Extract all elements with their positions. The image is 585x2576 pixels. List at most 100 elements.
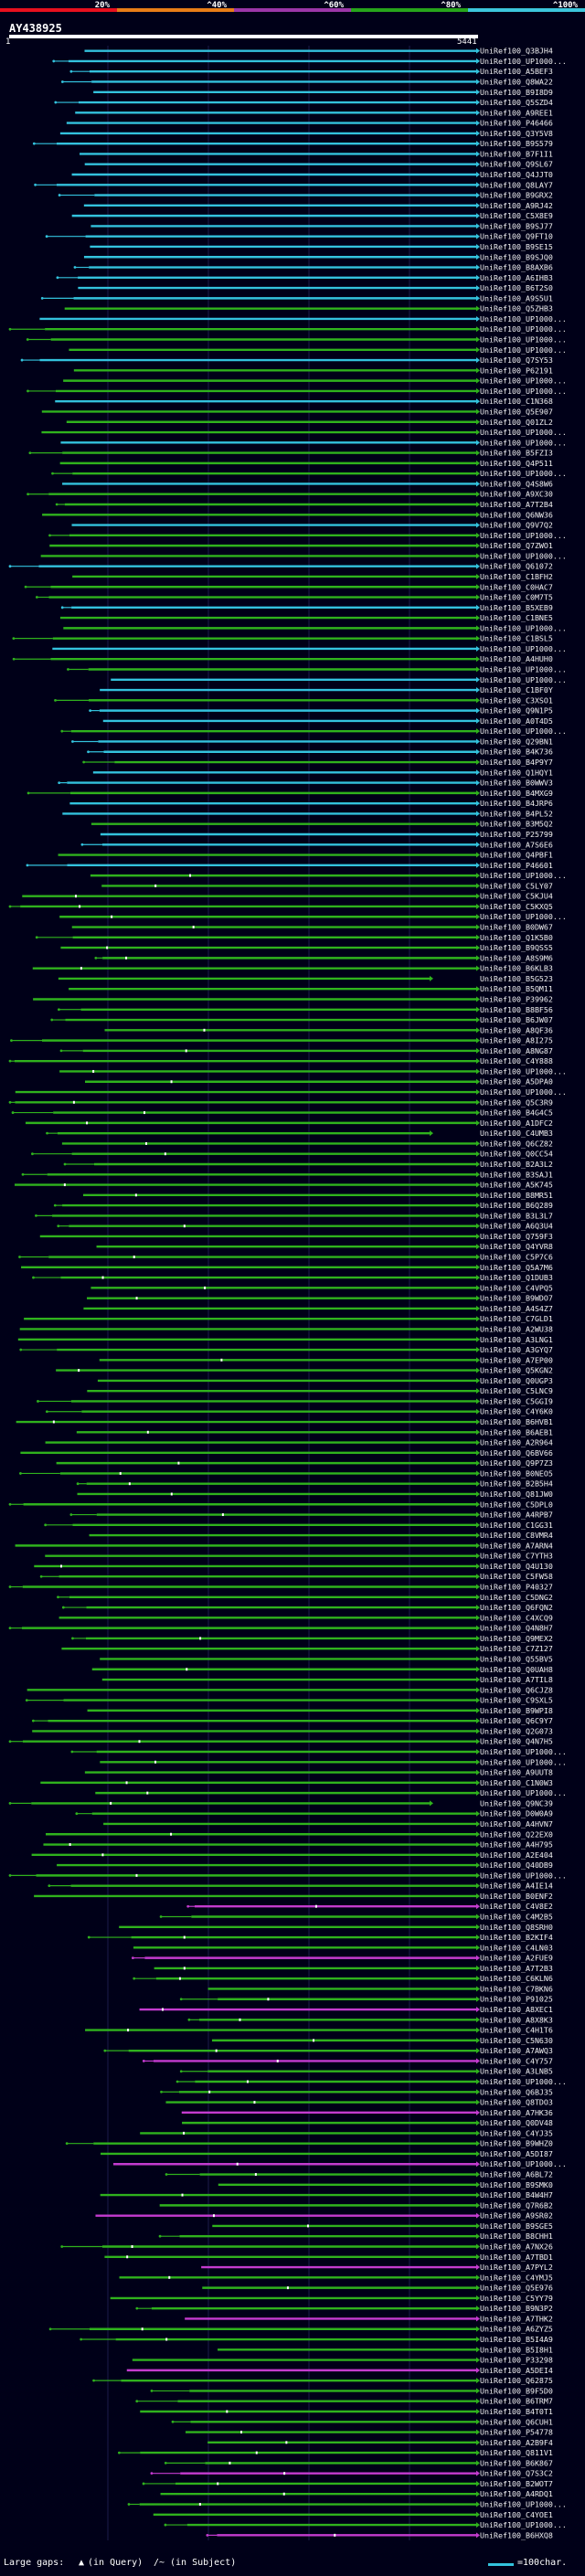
hit-label[interactable]: UniRef100_A7THK2 <box>480 2314 553 2323</box>
hit-label[interactable]: UniRef100_B4K736 <box>480 747 553 757</box>
hit-label[interactable]: UniRef100_B6T2S0 <box>480 283 553 292</box>
hit-label[interactable]: UniRef100_Q0DV48 <box>480 2118 553 2127</box>
hit-label[interactable]: UniRef100_Q6CZ82 <box>480 1139 553 1148</box>
hit-label[interactable]: UniRef100_A2B9F4 <box>480 2438 553 2447</box>
hit-label[interactable]: UniRef100_UP1000... <box>480 623 567 632</box>
hit-label[interactable]: UniRef100_Q759F3 <box>480 1232 553 1241</box>
hit-label[interactable]: UniRef100_A7EP00 <box>480 1355 553 1364</box>
hit-label[interactable]: UniRef100_A1DFC2 <box>480 1118 553 1128</box>
hit-label[interactable]: UniRef100_A9S5U1 <box>480 293 553 302</box>
hit-label[interactable]: UniRef100_Q8LAY7 <box>480 180 553 189</box>
hit-label[interactable]: UniRef100_Q7R6B2 <box>480 2200 553 2210</box>
hit-label[interactable]: UniRef100_B7F1I1 <box>480 149 553 158</box>
hit-label[interactable]: UniRef100_B2A3L2 <box>480 1160 553 1169</box>
hit-label[interactable]: UniRef100_UP1000... <box>480 2077 567 2086</box>
hit-label[interactable]: UniRef100_C5P7C6 <box>480 1253 553 1262</box>
hit-label[interactable]: UniRef100_A5DPA0 <box>480 1077 553 1087</box>
hit-label[interactable]: UniRef100_C5FW58 <box>480 1572 553 1581</box>
hit-label[interactable]: UniRef100_A4HVN7 <box>480 1819 553 1829</box>
hit-label[interactable]: UniRef100_B2B5H4 <box>480 1479 553 1489</box>
hit-label[interactable]: UniRef100_C6KLN6 <box>480 1974 553 1983</box>
hit-label[interactable]: UniRef100_Q4U130 <box>480 1562 553 1571</box>
hit-label[interactable]: UniRef100_B9SE15 <box>480 242 553 251</box>
hit-label[interactable]: UniRef100_C7GLD1 <box>480 1314 553 1323</box>
hit-label[interactable]: UniRef100_UP1000... <box>480 531 567 540</box>
hit-label[interactable]: UniRef100_Q6BJ35 <box>480 2087 553 2096</box>
hit-label[interactable]: UniRef100_B8CHH1 <box>480 2231 553 2241</box>
hit-label[interactable]: UniRef100_B9SJ77 <box>480 221 553 230</box>
hit-label[interactable]: UniRef100_UP1000... <box>480 1747 567 1756</box>
hit-label[interactable]: UniRef100_A7ARN4 <box>480 1541 553 1550</box>
hit-label[interactable]: UniRef100_A4RPB7 <box>480 1511 553 1520</box>
hit-label[interactable]: UniRef100_B0DW67 <box>480 923 553 932</box>
hit-label[interactable]: UniRef100_Q5C3R9 <box>480 1097 553 1107</box>
hit-label[interactable]: UniRef100_Q5A7M6 <box>480 1263 553 1272</box>
hit-label[interactable]: UniRef100_Q9SL67 <box>480 160 553 169</box>
hit-label[interactable]: UniRef100_Q7ZWO1 <box>480 541 553 550</box>
hit-label[interactable]: UniRef100_A0T4D5 <box>480 716 553 726</box>
hit-label[interactable]: UniRef100_Q5SZD4 <box>480 98 553 107</box>
hit-label[interactable]: UniRef100_A4S4Z7 <box>480 1304 553 1313</box>
hit-label[interactable]: UniRef100_Q4N7H5 <box>480 1737 553 1746</box>
hit-label[interactable]: UniRef100_UP1000... <box>480 1757 567 1766</box>
hit-label[interactable]: UniRef100_Q1K5B0 <box>480 933 553 942</box>
hit-label[interactable]: UniRef100_UP1000... <box>480 2159 567 2168</box>
hit-label[interactable]: UniRef100_C9SXL5 <box>480 1696 553 1705</box>
hit-label[interactable]: UniRef100_A7AWQ3 <box>480 2046 553 2055</box>
hit-label[interactable]: UniRef100_C5DPL0 <box>480 1500 553 1509</box>
hit-label[interactable]: UniRef100_B5I8H1 <box>480 2345 553 2354</box>
hit-label[interactable]: UniRef100_Q8TDO3 <box>480 2098 553 2107</box>
hit-label[interactable]: UniRef100_Q6C9Y7 <box>480 1716 553 1725</box>
hit-label[interactable]: UniRef100_A3LNG1 <box>480 1335 553 1344</box>
hit-label[interactable]: UniRef100_Q6BV66 <box>480 1448 553 1458</box>
hit-label[interactable]: UniRef100_B9QSS5 <box>480 943 553 952</box>
hit-label[interactable]: UniRef100_Q9V7Q2 <box>480 521 553 530</box>
hit-label[interactable]: UniRef100_D0W0A9 <box>480 1809 553 1818</box>
hit-label[interactable]: UniRef100_B8AXB6 <box>480 263 553 272</box>
hit-label[interactable]: UniRef100_Q811V1 <box>480 2448 553 2457</box>
hit-label[interactable]: UniRef100_A9SR02 <box>480 2211 553 2221</box>
hit-label[interactable]: UniRef100_B5QM11 <box>480 984 553 993</box>
hit-label[interactable]: UniRef100_A8QF36 <box>480 1025 553 1034</box>
hit-label[interactable]: UniRef100_C4YOE1 <box>480 2510 553 2519</box>
hit-label[interactable]: UniRef100_Q55BV5 <box>480 1654 553 1663</box>
hit-label[interactable]: UniRef100_C7Z127 <box>480 1644 553 1653</box>
hit-label[interactable]: UniRef100_A4HUH0 <box>480 654 553 663</box>
hit-label[interactable]: UniRef100_A2E404 <box>480 1850 553 1860</box>
hit-label[interactable]: UniRef100_Q4P511 <box>480 459 553 468</box>
hit-label[interactable]: UniRef100_Q62875 <box>480 2376 553 2385</box>
hit-label[interactable]: UniRef100_UP1000... <box>480 469 567 478</box>
hit-label[interactable]: UniRef100_C5YY79 <box>480 2294 553 2303</box>
hit-label[interactable]: UniRef100_UP1000... <box>480 675 567 684</box>
hit-label[interactable]: UniRef100_A6BL72 <box>480 2170 553 2179</box>
hit-label[interactable]: UniRef100_B6HVB1 <box>480 1417 553 1426</box>
hit-label[interactable]: UniRef100_B0NEO5 <box>480 1468 553 1478</box>
hit-label[interactable]: UniRef100_C1BFH2 <box>480 572 553 581</box>
hit-label[interactable]: UniRef100_B9WDO7 <box>480 1294 553 1303</box>
hit-label[interactable]: UniRef100_A4H795 <box>480 1840 553 1850</box>
hit-label[interactable]: UniRef100_B9S579 <box>480 139 553 148</box>
hit-label[interactable]: UniRef100_P40327 <box>480 1583 553 1592</box>
hit-label[interactable]: UniRef100_B4MXG9 <box>480 789 553 798</box>
hit-label[interactable]: UniRef100_B3M5Q2 <box>480 820 553 829</box>
hit-label[interactable]: UniRef100_Q4PBF1 <box>480 851 553 860</box>
hit-label[interactable]: UniRef100_UP1000... <box>480 428 567 437</box>
hit-label[interactable]: UniRef100_UP1000... <box>480 1087 567 1097</box>
hit-label[interactable]: UniRef100_Q2G073 <box>480 1726 553 1735</box>
hit-label[interactable]: UniRef100_C1GG31 <box>480 1521 553 1530</box>
hit-label[interactable]: UniRef100_Q7SY53 <box>480 355 553 365</box>
hit-label[interactable]: UniRef100_A7NX26 <box>480 2242 553 2251</box>
hit-label[interactable]: UniRef100_A4IE14 <box>480 1882 553 1891</box>
hit-label[interactable]: UniRef100_UP1000... <box>480 345 567 355</box>
hit-label[interactable]: UniRef100_B4T0T1 <box>480 2407 553 2416</box>
hit-label[interactable]: UniRef100_A7TIL8 <box>480 1675 553 1684</box>
hit-label[interactable]: UniRef100_B9SGE5 <box>480 2221 553 2231</box>
hit-label[interactable]: UniRef100_B9WPI8 <box>480 1706 553 1715</box>
hit-label[interactable]: UniRef100_A7HK36 <box>480 2108 553 2117</box>
hit-label[interactable]: UniRef100_C5GGI9 <box>480 1396 553 1405</box>
hit-label[interactable]: UniRef100_UP1000... <box>480 1871 567 1880</box>
hit-label[interactable]: UniRef100_A9RJ42 <box>480 201 553 210</box>
hit-label[interactable]: UniRef100_UP1000... <box>480 551 567 560</box>
hit-label[interactable]: UniRef100_P25799 <box>480 830 553 839</box>
hit-label[interactable]: UniRef100_Q01ZL2 <box>480 418 553 427</box>
